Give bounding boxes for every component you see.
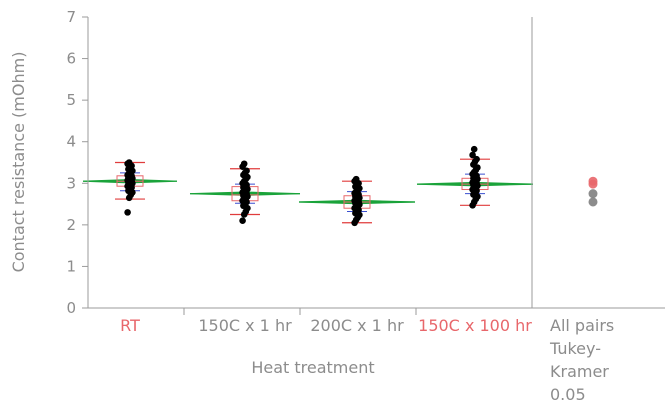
category-label: 150C x 100 hr [418, 316, 532, 335]
category-label: RT [120, 316, 140, 335]
group-3 [298, 175, 416, 227]
data-point [469, 151, 476, 159]
comparison-label: Tukey- [549, 339, 601, 358]
comparison-circle [588, 179, 598, 189]
comparison-label: 0.05 [550, 385, 586, 404]
y-tick-label: 0 [66, 299, 76, 317]
group-4 [416, 145, 534, 209]
y-tick-label: 5 [66, 91, 76, 109]
data-point [352, 175, 360, 183]
category-labels: RT 150C x 1 hr 200C x 1 hr 150C x 100 hr [120, 316, 532, 335]
group-1 [82, 159, 178, 216]
data-point [473, 155, 480, 163]
comparison-label: Kramer [550, 362, 609, 381]
y-tick-label: 4 [66, 133, 76, 151]
y-tick-label: 3 [66, 174, 76, 192]
category-label: 200C x 1 hr [310, 316, 404, 335]
comparison-panel: All pairs Tukey- Kramer 0.05 [549, 176, 614, 404]
group-2 [189, 160, 301, 224]
y-axis-title: Contact resistance (mOhm) [9, 52, 28, 273]
data-point [124, 209, 131, 216]
data-point [239, 217, 246, 224]
y-tick-label: 6 [66, 50, 76, 68]
axes [87, 17, 665, 315]
plot-groups [82, 145, 534, 227]
category-label: 150C x 1 hr [198, 316, 292, 335]
x-axis-title: Heat treatment [251, 358, 374, 377]
y-axis-ticks: 0 1 2 3 4 5 6 7 [66, 8, 88, 317]
data-point [243, 167, 250, 175]
data-point [125, 159, 133, 166]
data-point [470, 145, 478, 153]
comparison-circle [588, 197, 598, 207]
comparison-circle [588, 189, 598, 199]
y-tick-label: 1 [66, 257, 76, 275]
y-tick-label: 7 [66, 8, 76, 26]
data-point [240, 160, 248, 168]
comparison-label: All pairs [550, 316, 614, 335]
y-tick-label: 2 [66, 216, 76, 234]
